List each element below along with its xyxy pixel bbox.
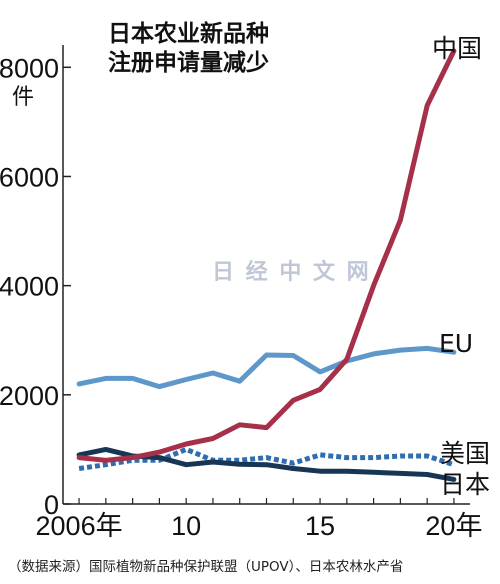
x-tick-label: 15 [305,511,335,541]
watermark-text: 日 经 中 文 网 [212,259,371,285]
x-tick-label: 2006年 [36,511,123,541]
series-label-china: 中国 [432,34,482,63]
y-tick-label: 8000 [0,53,59,83]
x-tick-label: 20年 [425,511,482,541]
y-tick-label: 0 [44,490,59,520]
series-label-usa: 美国 [440,439,490,468]
series-line-usa [78,446,455,471]
y-tick-label: 2000 [0,381,59,411]
y-tick-label: 4000 [0,272,59,302]
series-layer [76,48,457,482]
y-tick-label: 6000 [0,162,59,192]
chart-title-line-2: 注册申请量减少 [108,49,269,76]
x-axis: 2006年 10 15 20年 [36,498,482,541]
series-label-eu: EU [439,329,473,358]
y-axis: 0 2000 4000 6000 8000 [0,45,71,520]
source-note: （数据来源）国际植物新品种保护联盟（UPOV）、日本农林水产省 [8,559,403,575]
series-line-china [76,48,457,463]
x-tick-label: 10 [171,511,201,541]
series-line-japan [76,446,457,482]
series-line-eu [76,345,457,390]
y-unit-label: 件 [12,85,34,110]
series-label-japan: 日本 [440,470,490,499]
chart-title-line-1: 日本农业新品种 [108,20,269,47]
